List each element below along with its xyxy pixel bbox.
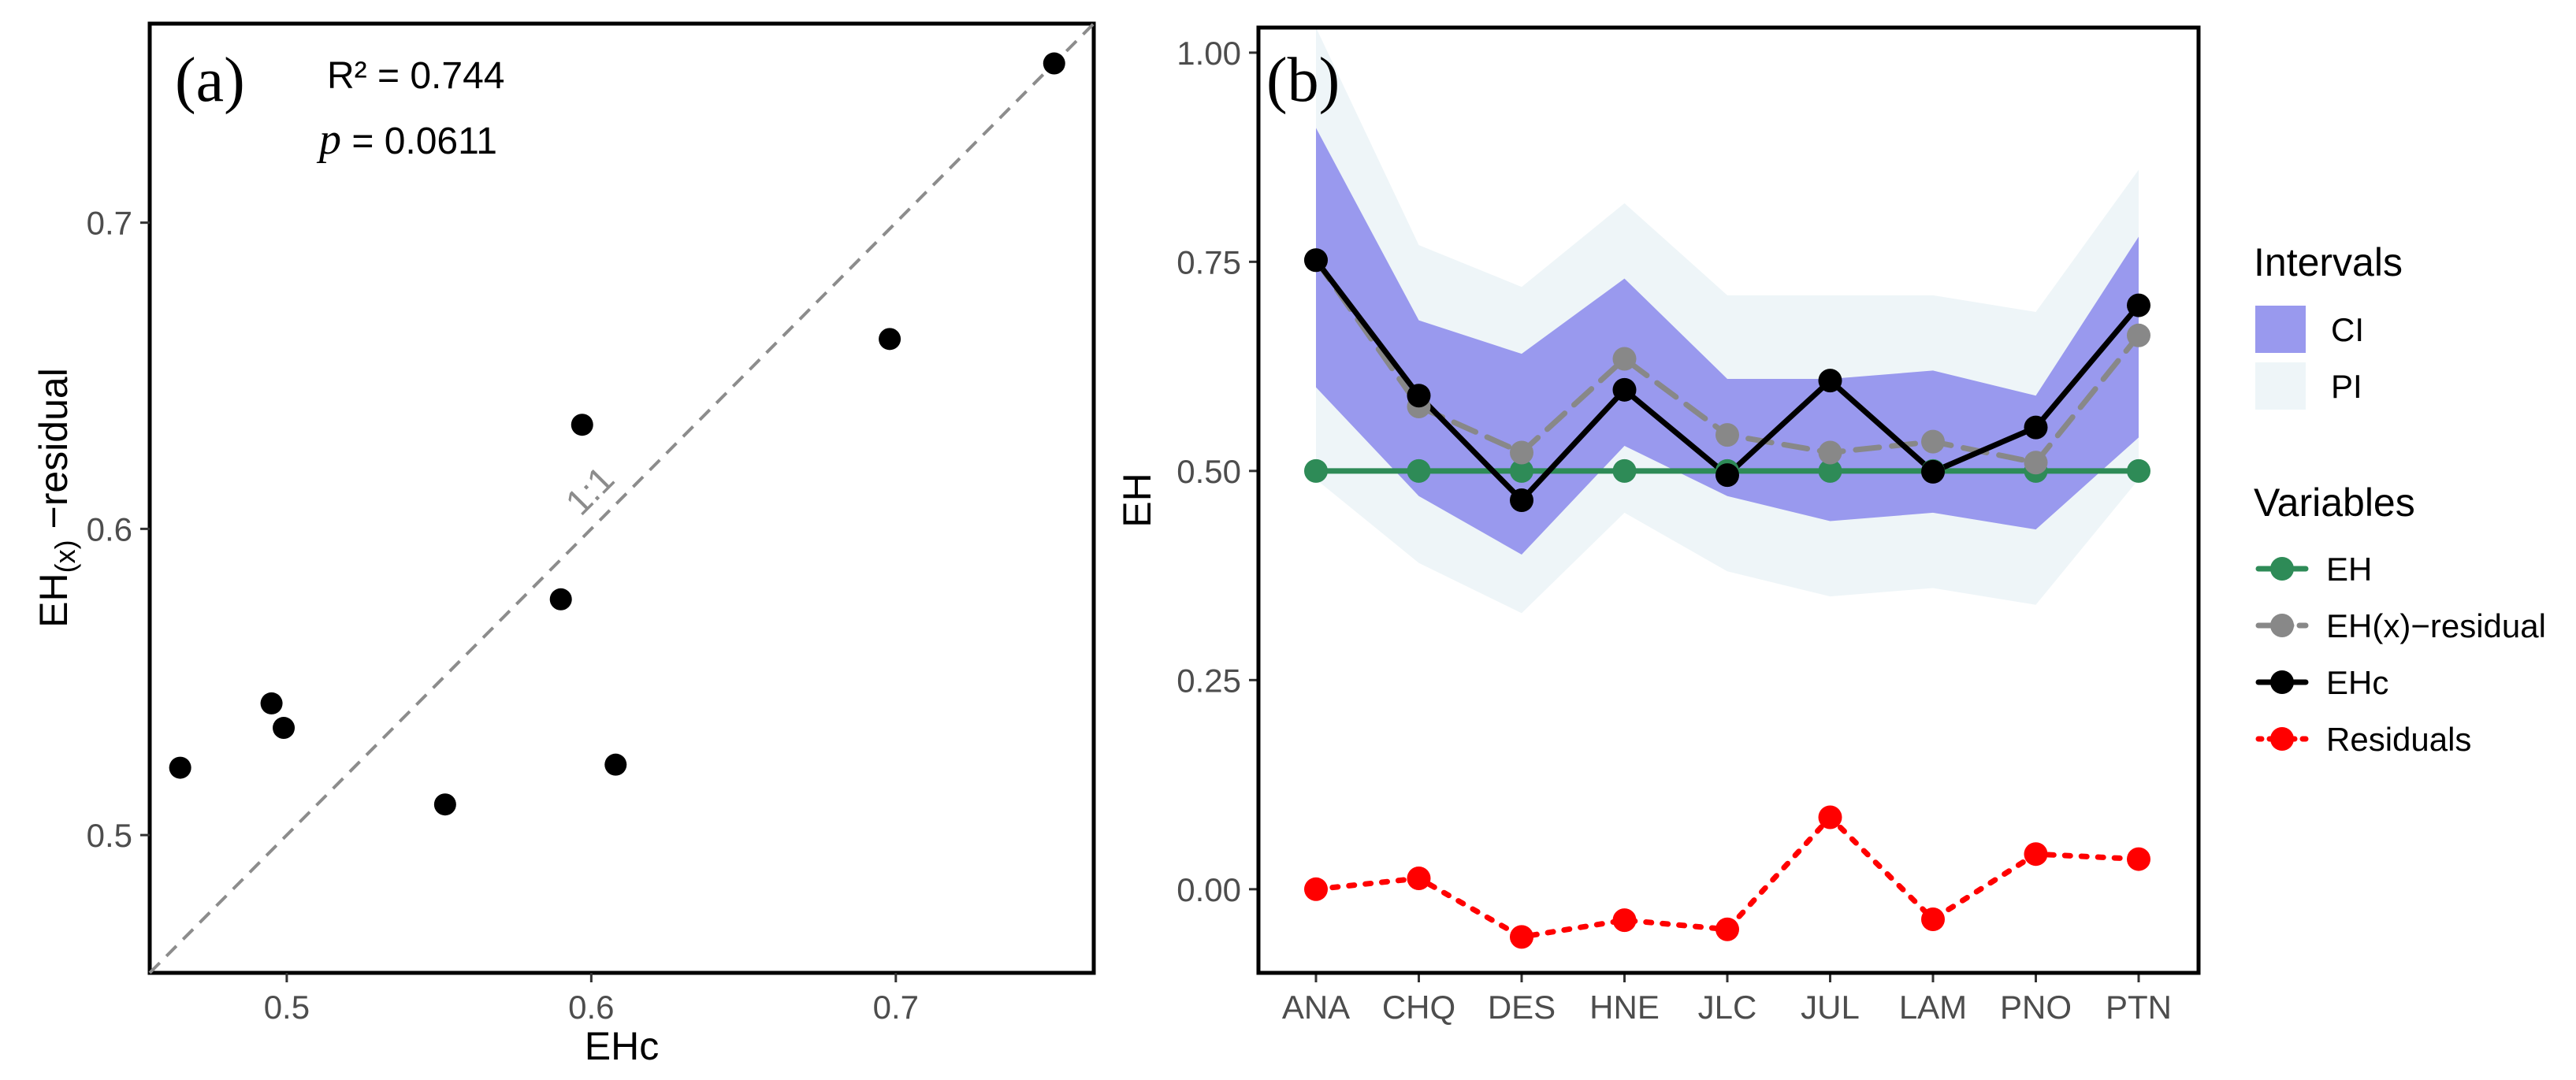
x-tick-label-0-6: 0.6: [568, 989, 614, 1026]
y-tick-label-0-75: 0.75: [1176, 243, 1241, 280]
point-residuals-jul: [1818, 805, 1842, 829]
point-eh-x-residual-jul: [1818, 440, 1842, 465]
legend-marker-residuals: [2270, 727, 2294, 751]
point-eh-x-residual-lam: [1921, 429, 1945, 454]
panel-b-y-axis-title: EH: [1115, 473, 1159, 527]
x-tick-label-ana: ANA: [1282, 989, 1350, 1026]
point-ehc-des: [1510, 488, 1533, 512]
point-ehc-chq: [1407, 384, 1431, 408]
x-tick-label-0-7: 0.7: [873, 989, 919, 1026]
y-title-main: EH: [32, 573, 76, 627]
point-eh-x-residual-ptn: [2127, 323, 2150, 347]
point-eh-x-residual-des: [1510, 440, 1533, 465]
scatter-point-1: [169, 756, 191, 779]
panel-a-points: [169, 52, 1065, 816]
point-ehc-ptn: [2127, 293, 2150, 317]
x-tick-label-ptn: PTN: [2106, 989, 2172, 1026]
panel-a-scatter: 1:1 0.5 0.6 0.70.50.60.7 (a) R² = 0.744 p …: [32, 21, 1096, 1068]
scatter-point-2: [260, 692, 283, 714]
r-squared-annotation: R² = 0.744: [327, 55, 504, 97]
legend-marker-eh: [2270, 557, 2294, 581]
x-tick-label-jlc: JLC: [1698, 989, 1757, 1026]
point-ehc-ana: [1304, 248, 1328, 273]
legend-variables-title: Variables: [2254, 481, 2415, 525]
y-tick-label-0-6: 0.6: [87, 510, 132, 547]
point-residuals-lam: [1921, 907, 1945, 932]
point-eh-chq: [1407, 458, 1431, 483]
x-tick-label-des: DES: [1488, 989, 1556, 1026]
y-title-rest: −residual: [32, 368, 76, 540]
legend-marker-ehc: [2270, 670, 2294, 694]
point-eh-x-residual-jlc: [1715, 423, 1739, 447]
y-tick-label-0-25: 0.25: [1176, 662, 1241, 699]
panel-b-frame-overlay: [1256, 25, 2201, 975]
legend-key-ci: [2255, 306, 2306, 353]
point-eh-ana: [1304, 458, 1328, 483]
legend-label-ci: CI: [2331, 311, 2364, 348]
panel-b-line-chart: ANA CHQ DES HNE JLC JUL LAM PNO PTN 0.00 0.25 0.50 0…: [1115, 25, 2201, 1026]
one-to-one-line: [148, 22, 1095, 974]
scatter-point-4: [433, 793, 456, 816]
panel-a-y-axis-title: EH(x) −residual: [32, 368, 81, 628]
point-residuals-ana: [1304, 877, 1328, 901]
p-value-text: = 0.0611: [341, 121, 497, 162]
legend-label-eh-x-residual: EH(x)−residual: [2326, 607, 2546, 644]
x-tick-label-lam: LAM: [1899, 989, 1967, 1026]
scatter-point-9: [1043, 52, 1065, 75]
point-ehc-jul: [1818, 369, 1842, 393]
scatter-point-6: [571, 414, 593, 436]
y-tick-label-0-5: 0.5: [87, 817, 132, 854]
point-ehc-hne: [1612, 377, 1637, 402]
point-eh-des: [1510, 458, 1533, 483]
point-residuals-ptn: [2127, 847, 2150, 871]
panel-a-ticks: 0.5 0.6 0.7 0.5 0.6 0.7: [87, 205, 919, 1026]
legend-label-eh: EH: [2326, 551, 2372, 588]
y-tick-label-1-00: 1.00: [1176, 35, 1241, 72]
scatter-point-8: [879, 328, 901, 351]
point-eh-jul: [1818, 458, 1842, 483]
point-eh-hne: [1612, 458, 1637, 483]
legend-key-pi: [2255, 362, 2306, 410]
legend-label-residuals: Residuals: [2326, 721, 2471, 758]
legend-intervals-entries: CI PI: [2255, 306, 2364, 410]
point-ehc-jlc: [1715, 463, 1739, 488]
scatter-point-5: [549, 588, 572, 611]
legend-variables-entries: EH EH(x)−residual EHc Residuals: [2255, 551, 2546, 758]
x-tick-label-hne: HNE: [1589, 989, 1660, 1026]
p-value-annotation: p = 0.0611: [316, 115, 497, 164]
point-eh-x-residual-pno: [2024, 451, 2048, 475]
point-eh-ptn: [2127, 458, 2150, 483]
y-tick-label-0-7: 0.7: [87, 205, 132, 242]
point-residuals-pno: [2024, 842, 2048, 867]
panel-a-label: (a): [175, 46, 245, 115]
panel-a-x-axis-title: EHc: [585, 1024, 659, 1068]
y-tick-label-0-00: 0.00: [1176, 871, 1241, 908]
x-tick-label-0-5: 0.5: [264, 989, 310, 1026]
point-ehc-lam: [1921, 459, 1945, 484]
legend-marker-eh-x-residual: [2270, 614, 2294, 637]
legend-intervals-title: Intervals: [2254, 240, 2403, 284]
x-tick-label-pno: PNO: [2000, 989, 2072, 1026]
p-symbol: p: [316, 115, 341, 164]
scatter-point-3: [273, 717, 296, 740]
point-residuals-chq: [1407, 867, 1431, 890]
legend-label-ehc: EHc: [2326, 664, 2388, 701]
y-title-subscript: (x): [49, 540, 81, 573]
point-residuals-jlc: [1715, 917, 1739, 941]
legend-label-pi: PI: [2331, 368, 2362, 405]
scatter-point-7: [604, 753, 627, 776]
x-tick-label-chq: CHQ: [1382, 989, 1455, 1026]
point-residuals-hne: [1612, 908, 1637, 933]
point-eh-x-residual-hne: [1612, 347, 1637, 371]
x-tick-label-jul: JUL: [1801, 989, 1860, 1026]
panel-b-series-points: [1304, 248, 2150, 949]
panel-b-ticks: ANA CHQ DES HNE JLC JUL LAM PNO PTN 0.00 0.25 0.50 0…: [1176, 35, 2172, 1026]
point-residuals-des: [1510, 925, 1533, 949]
panel-b-label: (b): [1266, 46, 1340, 115]
legend: Intervals CI PI Variables EH EH(x)−residua…: [2254, 240, 2546, 758]
point-ehc-pno: [2024, 415, 2048, 440]
y-tick-label-0-50: 0.50: [1176, 453, 1241, 490]
